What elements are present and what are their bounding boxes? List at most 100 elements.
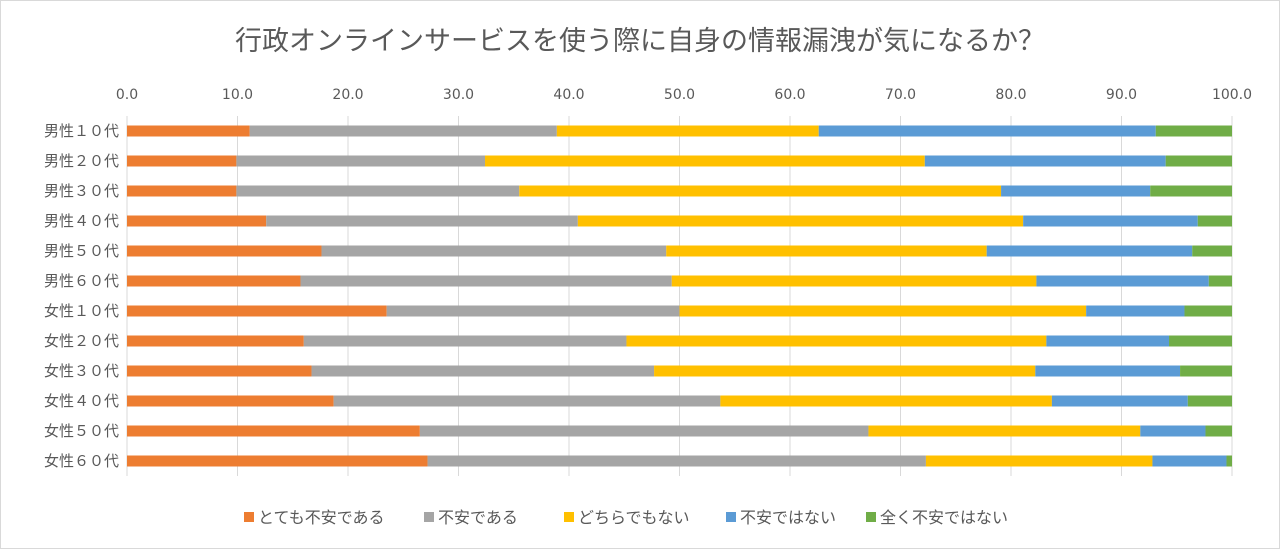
category-label: 男性３０代 [44, 182, 119, 200]
legend-swatch [424, 512, 434, 522]
x-tick-label: 30.0 [443, 87, 474, 103]
bar-segment [127, 425, 420, 437]
bar-segment [127, 155, 237, 167]
legend: とても不安である 不安である どちらでもない 不安ではない 全く不安ではない [244, 508, 1008, 527]
bar-segment [654, 365, 1036, 377]
bar-segment [127, 395, 334, 407]
bar-segment [127, 125, 250, 137]
legend-swatch [564, 512, 574, 522]
bar-segment [1086, 305, 1185, 317]
legend-swatch [866, 512, 876, 522]
bar-segment [127, 365, 312, 377]
x-tick-label: 20.0 [332, 87, 363, 103]
y-axis-category-labels: 男性１０代男性２０代男性３０代男性４０代男性５０代男性６０代女性１０代女性２０代… [44, 122, 119, 470]
chart-title: 行政オンラインサービスを使う際に自身の情報漏洩が気になるか？ [235, 26, 1045, 57]
bar-segment [679, 305, 1087, 317]
category-label: 男性６０代 [44, 272, 119, 290]
bar-segment [868, 425, 1141, 437]
bar-segment [1208, 275, 1232, 287]
bar-segment [1150, 185, 1232, 197]
bar-segment [671, 275, 1037, 287]
x-tick-label: 0.0 [116, 87, 138, 103]
legend-swatch [726, 512, 736, 522]
category-label: 女性１０代 [44, 302, 119, 320]
bar-segment [249, 125, 557, 137]
bar-segment [386, 305, 680, 317]
bar-segment [666, 245, 987, 257]
x-tick-label: 60.0 [774, 87, 805, 103]
legend-swatch [244, 512, 254, 522]
x-tick-label: 50.0 [664, 87, 695, 103]
bar-segment [1197, 215, 1232, 227]
bar-segment [303, 335, 627, 347]
bars [127, 125, 1232, 467]
x-tick-label: 40.0 [553, 87, 584, 103]
bar-segment [1169, 335, 1232, 347]
bar-segment [311, 365, 655, 377]
x-tick-label: 100.0 [1212, 87, 1252, 103]
bar-segment [333, 395, 721, 407]
legend-label: 不安である [438, 508, 518, 527]
bar-segment [1155, 125, 1232, 137]
bar-segment [321, 245, 667, 257]
bar-segment [127, 215, 267, 227]
bar-segment [127, 455, 428, 467]
category-label: 女性４０代 [44, 392, 119, 410]
bar-segment [1152, 455, 1227, 467]
bar-segment [1023, 215, 1198, 227]
bar-segment [485, 155, 925, 167]
bar-segment [1192, 245, 1232, 257]
x-axis-tick-labels: 0.0 10.0 20.0 30.0 40.0 50.0 60.0 70.0 80.0 90.0 1… [116, 87, 1252, 103]
bar-segment [986, 245, 1193, 257]
bar-segment [1165, 155, 1232, 167]
category-label: 男性１０代 [44, 122, 119, 140]
category-label: 女性６０代 [44, 452, 119, 470]
bar-segment [419, 425, 869, 437]
legend-label: どちらでもない [578, 508, 690, 527]
bar-segment [127, 185, 237, 197]
legend-label: 不安ではない [740, 508, 836, 527]
bar-segment [1051, 395, 1188, 407]
bar-segment [1140, 425, 1206, 437]
bar-segment [236, 155, 486, 167]
bar-segment [236, 185, 520, 197]
bar-segment [1180, 365, 1232, 377]
legend-label: とても不安である [258, 508, 385, 527]
bar-segment [1184, 305, 1232, 317]
category-label: 男性２０代 [44, 152, 119, 170]
bar-segment [924, 155, 1166, 167]
category-label: 男性５０代 [44, 242, 119, 260]
bar-segment [720, 395, 1052, 407]
bar-segment [266, 215, 578, 227]
category-label: 女性３０代 [44, 362, 119, 380]
legend-label: 全く不安ではない [880, 508, 1008, 527]
bar-segment [1036, 275, 1209, 287]
bar-segment [1187, 395, 1232, 407]
category-label: 男性４０代 [44, 212, 119, 230]
bar-segment [818, 125, 1156, 137]
bar-segment [300, 275, 672, 287]
bar-segment [1035, 365, 1181, 377]
bar-segment [1001, 185, 1151, 197]
bar-segment [127, 275, 301, 287]
category-label: 女性２０代 [44, 332, 119, 350]
x-tick-label: 90.0 [1106, 87, 1137, 103]
bar-segment [127, 245, 322, 257]
x-tick-label: 10.0 [222, 87, 253, 103]
x-tick-label: 80.0 [995, 87, 1026, 103]
bar-segment [925, 455, 1153, 467]
bar-segment [626, 335, 1047, 347]
bar-segment [519, 185, 1002, 197]
bar-segment [1226, 455, 1232, 467]
gridlines [126, 116, 1233, 476]
bar-segment [556, 125, 819, 137]
category-label: 女性５０代 [44, 422, 119, 440]
bar-segment [427, 455, 926, 467]
bar-segment [1046, 335, 1170, 347]
bar-segment [127, 305, 387, 317]
bar-segment [1205, 425, 1232, 437]
bar-segment [577, 215, 1024, 227]
x-tick-label: 70.0 [885, 87, 916, 103]
bar-segment [127, 335, 304, 347]
